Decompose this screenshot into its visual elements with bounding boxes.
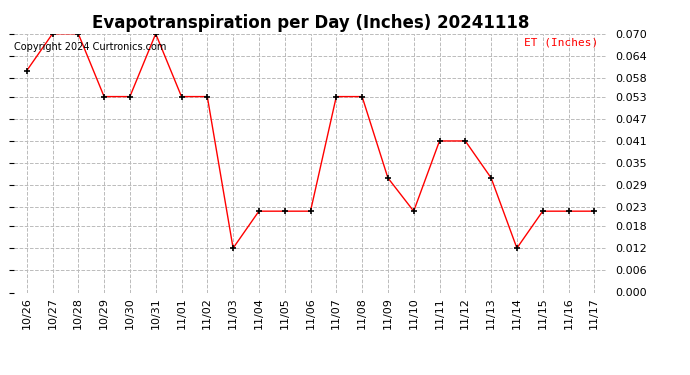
Text: Copyright 2024 Curtronics.com: Copyright 2024 Curtronics.com	[14, 42, 167, 51]
Title: Evapotranspiration per Day (Inches) 20241118: Evapotranspiration per Day (Inches) 2024…	[92, 14, 529, 32]
Text: ET (Inches): ET (Inches)	[524, 38, 598, 48]
